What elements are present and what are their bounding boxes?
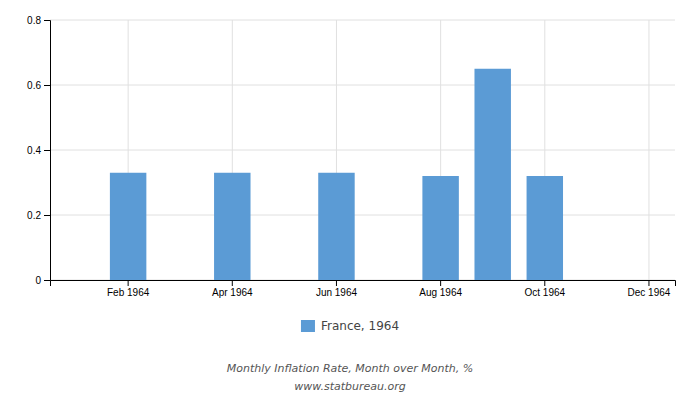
tick-label: Dec 1964: [628, 287, 671, 298]
tick: Oct 1964: [524, 280, 565, 298]
axis-line: [51, 281, 676, 287]
bar: [474, 69, 510, 280]
tick-label: 0: [35, 275, 41, 286]
plot: Feb 1964 Apr 1964 Jun 1964 Aug 1964 Oct 1964…: [27, 15, 675, 298]
legend-item: France, 1964: [301, 319, 399, 333]
bars: [110, 69, 563, 280]
bar: [214, 173, 250, 280]
grid-line: [50, 85, 675, 86]
tick-mark: [440, 280, 441, 286]
tick-label: Feb 1964: [107, 287, 150, 298]
tick: Aug 1964: [419, 280, 462, 298]
grid-line: [648, 20, 649, 280]
tick-mark: [232, 280, 233, 286]
bar: [318, 173, 354, 280]
tick-mark: [44, 150, 50, 151]
tick-mark: [128, 280, 129, 286]
tick-mark: [44, 280, 50, 281]
tick: Apr 1964: [212, 280, 253, 298]
legend: France, 1964: [301, 319, 399, 333]
tick-mark: [544, 280, 545, 286]
tick-label: 0.8: [27, 15, 41, 26]
grid: [50, 20, 675, 280]
legend-swatch: [301, 320, 315, 332]
tick: Dec 1964: [628, 280, 671, 298]
annotation: Monthly Inflation Rate, Month over Month…: [227, 362, 474, 375]
x-axis: Feb 1964 Apr 1964 Jun 1964 Aug 1964 Oct 1964…: [51, 280, 676, 298]
tick-mark: [44, 85, 50, 86]
tick-mark: [44, 215, 50, 216]
tick: Jun 1964: [316, 280, 358, 298]
tick: 0.8: [27, 15, 50, 26]
bar: [110, 173, 146, 280]
annotation: www.statbureau.org: [294, 380, 406, 393]
tick-label: Aug 1964: [419, 287, 462, 298]
grid-line: [50, 150, 675, 151]
axis-line: [44, 21, 51, 281]
tick: 0.2: [27, 210, 50, 221]
tick-mark: [336, 280, 337, 286]
tick-label: Apr 1964: [212, 287, 253, 298]
tick-label: 0.6: [27, 80, 41, 91]
bar: [527, 176, 563, 280]
tick-label: 0.4: [27, 145, 41, 156]
tick: Feb 1964: [107, 280, 150, 298]
tick: 0.6: [27, 80, 50, 91]
chart: Feb 1964 Apr 1964 Jun 1964 Aug 1964 Oct 1964…: [0, 0, 700, 400]
y-axis: 0 0.2 0.4 0.6 0.8: [27, 15, 50, 286]
tick-mark: [648, 280, 649, 286]
bar: [422, 176, 458, 280]
tick-mark: [44, 20, 50, 21]
tick-label: Jun 1964: [316, 287, 358, 298]
legend-label: France, 1964: [321, 319, 399, 333]
tick-label: Oct 1964: [524, 287, 565, 298]
tick-label: 0.2: [27, 210, 41, 221]
tick: 0.4: [27, 145, 50, 156]
grid-line: [50, 20, 675, 21]
tick: 0: [35, 275, 50, 286]
